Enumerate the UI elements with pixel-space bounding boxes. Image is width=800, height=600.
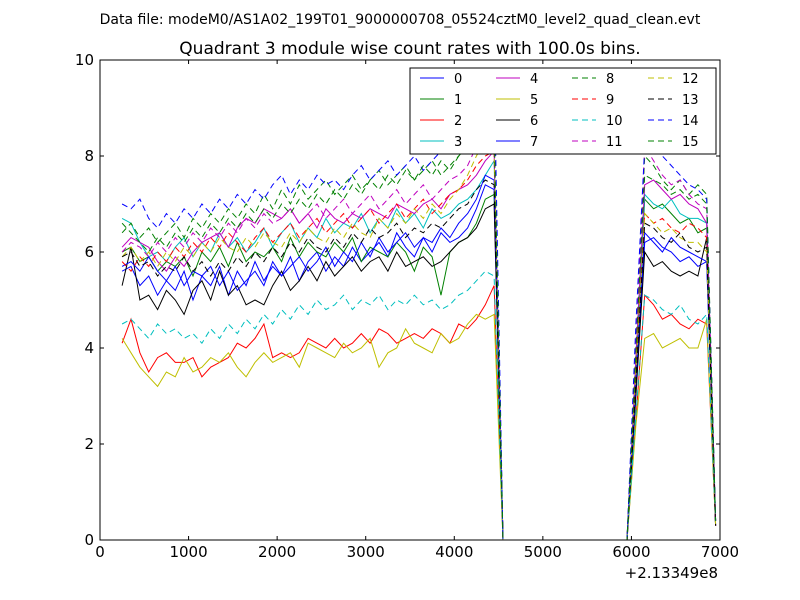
series-line-10 (121, 270, 717, 540)
y-tick-label: 4 (84, 339, 94, 357)
y-tick-label: 6 (84, 243, 94, 261)
legend-label-10: 10 (606, 114, 623, 129)
figure-supertitle: Data file: modeM0/AS1A02_199T01_90000007… (100, 12, 701, 28)
series-line-14 (121, 68, 717, 540)
plot-frame (99, 59, 721, 541)
legend-label-7: 7 (530, 135, 538, 150)
legend-box (409, 67, 717, 155)
x-tick-label: 2000 (258, 543, 296, 561)
x-tick-label: 3000 (347, 543, 385, 561)
series-line-6 (121, 203, 717, 540)
y-tick-label: 8 (84, 147, 94, 165)
legend-label-13: 13 (682, 93, 699, 108)
chart-title: Quadrant 3 module wise count rates with … (179, 39, 640, 59)
legend-label-15: 15 (682, 135, 699, 150)
legend-label-12: 12 (682, 72, 699, 87)
legend-label-2: 2 (454, 114, 462, 129)
y-tick-label: 10 (75, 51, 94, 69)
y-tick-label: 0 (84, 531, 94, 549)
series-line-7 (121, 174, 717, 540)
series-line-4 (121, 149, 717, 540)
legend-label-5: 5 (530, 93, 538, 108)
series-line-9 (121, 150, 717, 540)
x-offset-label: +2.13349e8 (625, 564, 718, 582)
legend-label-11: 11 (606, 135, 623, 150)
series-line-15 (121, 116, 717, 540)
x-tick-label: 7000 (701, 543, 739, 561)
y-tick-label: 2 (84, 435, 94, 453)
x-tick-label: 1000 (169, 543, 207, 561)
x-tick-label: 0 (95, 543, 105, 561)
legend-label-8: 8 (606, 72, 614, 87)
legend-label-1: 1 (454, 93, 462, 108)
legend-label-14: 14 (682, 114, 699, 129)
legend-label-3: 3 (454, 135, 462, 150)
x-tick-label: 5000 (524, 543, 562, 561)
legend-label-9: 9 (606, 93, 614, 108)
legend-label-4: 4 (530, 72, 538, 87)
series-layer (121, 68, 717, 540)
legend-label-6: 6 (530, 114, 538, 129)
series-line-0 (121, 184, 717, 540)
x-tick-label: 4000 (435, 543, 473, 561)
series-line-2 (121, 285, 717, 540)
series-line-5 (121, 313, 717, 540)
x-tick-label: 6000 (612, 543, 650, 561)
legend-label-0: 0 (454, 72, 462, 87)
